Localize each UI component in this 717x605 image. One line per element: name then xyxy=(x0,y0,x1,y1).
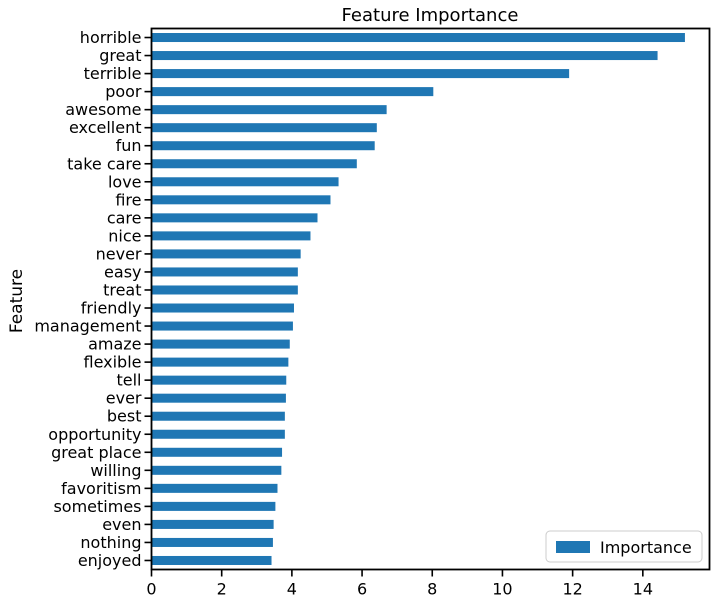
y-tick-label: sometimes xyxy=(53,497,141,516)
chart-title: Feature Importance xyxy=(342,5,519,26)
y-tick-label: friendly xyxy=(81,299,142,318)
bar xyxy=(151,195,331,205)
y-tick-label: great place xyxy=(51,443,141,462)
y-tick-label: great xyxy=(99,46,141,65)
bars-group xyxy=(151,33,685,565)
x-tick-label: 6 xyxy=(357,580,367,599)
y-tick-label: never xyxy=(96,244,142,263)
y-tick-label: easy xyxy=(104,262,141,281)
x-axis: 0 2 4 6 8 10 12 14 xyxy=(146,569,653,599)
bar xyxy=(151,321,293,331)
y-tick-label: treat xyxy=(103,280,141,299)
y-tick-label: even xyxy=(102,515,141,534)
y-tick-label: nice xyxy=(108,226,141,245)
x-tick-label: 0 xyxy=(146,580,156,599)
y-tick-label: best xyxy=(107,407,142,426)
bar xyxy=(151,483,278,493)
x-tick-label: 10 xyxy=(492,580,512,599)
y-tick-label: terrible xyxy=(84,64,142,83)
y-tick-label: horrible xyxy=(80,28,142,47)
bar xyxy=(151,213,318,223)
bar xyxy=(151,87,434,97)
bar xyxy=(151,69,570,79)
bar xyxy=(151,303,294,313)
bar xyxy=(151,267,298,277)
y-tick-label: favoritism xyxy=(61,479,141,498)
bar xyxy=(151,159,357,169)
y-axis-label: Feature xyxy=(7,269,27,333)
bar xyxy=(151,177,339,187)
y-tick-label: love xyxy=(108,172,142,191)
bar xyxy=(151,447,283,457)
y-tick-label: flexible xyxy=(84,353,142,372)
bar xyxy=(151,393,286,403)
bar xyxy=(151,285,298,295)
bar xyxy=(151,231,311,241)
y-tick-label: tell xyxy=(116,371,141,390)
x-tick-label: 2 xyxy=(217,580,227,599)
y-tick-label: take care xyxy=(67,154,141,173)
bar xyxy=(151,249,301,259)
y-tick-label: nothing xyxy=(80,533,141,552)
legend-label: Importance xyxy=(600,538,692,557)
x-tick-label: 8 xyxy=(427,580,437,599)
bar xyxy=(151,465,282,475)
plot-frame xyxy=(150,27,711,571)
y-tick-label: opportunity xyxy=(48,425,141,444)
bar xyxy=(151,105,387,115)
bar xyxy=(151,375,287,385)
legend: Importance xyxy=(545,530,703,563)
y-tick-label: poor xyxy=(105,82,142,101)
bar xyxy=(151,123,377,133)
x-tick-label: 4 xyxy=(287,580,297,599)
bar xyxy=(151,519,274,529)
y-tick-label: fun xyxy=(116,136,142,155)
y-tick-label: care xyxy=(107,208,142,227)
legend-frame xyxy=(545,530,703,563)
bar xyxy=(151,51,658,61)
bar xyxy=(151,411,285,421)
y-tick-label: fire xyxy=(115,190,141,209)
bar xyxy=(151,537,273,547)
bar xyxy=(151,429,285,439)
legend-swatch xyxy=(556,541,590,553)
y-tick-label: excellent xyxy=(69,118,142,137)
x-tick-label: 14 xyxy=(633,580,653,599)
y-tick-label: management xyxy=(34,317,141,336)
y-axis: horriblegreatterriblepoorawesomeexcellen… xyxy=(34,28,152,570)
y-tick-label: enjoyed xyxy=(78,551,142,570)
x-tick-label: 12 xyxy=(562,580,582,599)
bar xyxy=(151,33,685,43)
bar xyxy=(151,501,276,511)
bar xyxy=(151,339,290,349)
y-tick-label: amaze xyxy=(88,335,141,354)
bar xyxy=(151,141,375,151)
y-tick-label: ever xyxy=(106,389,142,408)
y-tick-label: awesome xyxy=(65,100,141,119)
bar xyxy=(151,357,289,367)
bar xyxy=(151,555,272,565)
y-tick-label: willing xyxy=(90,461,141,480)
